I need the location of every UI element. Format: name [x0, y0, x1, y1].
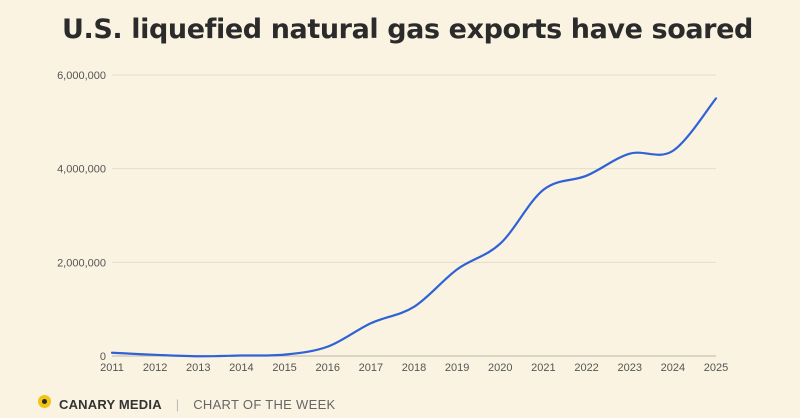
data-point-2016 [326, 345, 330, 349]
x-tick-label: 2019 [445, 362, 469, 374]
data-point-2025 [714, 96, 718, 100]
x-axis-ticks: 2011 2012 2013 2014 2015 2016 2017 2018 2019 2020… [100, 362, 728, 374]
y-tick-label: 6,000,000 [57, 70, 106, 82]
x-tick-label: 2013 [186, 362, 210, 374]
data-point-2023 [628, 152, 632, 156]
series-group [110, 96, 718, 358]
x-tick-label: 2015 [272, 362, 296, 374]
y-tick-label: 2,000,000 [57, 257, 106, 269]
data-point-2019 [455, 267, 459, 271]
x-tick-label: 2011 [100, 362, 124, 374]
data-point-2021 [541, 188, 545, 192]
data-point-2020 [498, 242, 502, 246]
data-point-2014 [239, 354, 243, 358]
x-tick-label: 2023 [617, 362, 641, 374]
series-line-lng-exports [110, 97, 718, 358]
data-point-2024 [671, 149, 675, 153]
data-point-2022 [585, 174, 589, 178]
x-tick-label: 2012 [143, 362, 167, 374]
data-point-2018 [412, 305, 416, 309]
footer-tagline: CHART OF THE WEEK [193, 397, 336, 412]
x-tick-label: 2014 [229, 362, 253, 374]
x-tick-label: 2022 [574, 362, 598, 374]
y-axis-ticks: 0 2,000,000 4,000,000 6,000,000 [57, 70, 106, 363]
x-tick-label: 2025 [704, 362, 728, 374]
x-tick-label: 2016 [315, 362, 339, 374]
y-tick-label: 4,000,000 [57, 164, 106, 176]
grid-lines [112, 74, 716, 357]
x-tick-label: 2021 [531, 362, 555, 374]
footer-separator: | [175, 397, 180, 412]
canary-logo-icon [38, 395, 51, 408]
x-tick-label: 2024 [661, 362, 685, 374]
x-tick-label: 2017 [359, 362, 383, 374]
chart-title: U.S. liquefied natural gas exports have … [62, 14, 753, 45]
x-tick-label: 2018 [402, 362, 426, 374]
footer: CANARY MEDIA | CHART OF THE WEEK [38, 395, 336, 412]
x-tick-label: 2020 [488, 362, 512, 374]
data-point-2013 [196, 354, 200, 358]
brand-name: CANARY MEDIA [59, 397, 162, 412]
data-point-2011 [110, 351, 114, 355]
y-tick-label: 0 [100, 351, 106, 363]
data-point-2015 [283, 353, 287, 357]
data-point-2017 [369, 321, 373, 325]
data-point-2012 [153, 353, 157, 357]
